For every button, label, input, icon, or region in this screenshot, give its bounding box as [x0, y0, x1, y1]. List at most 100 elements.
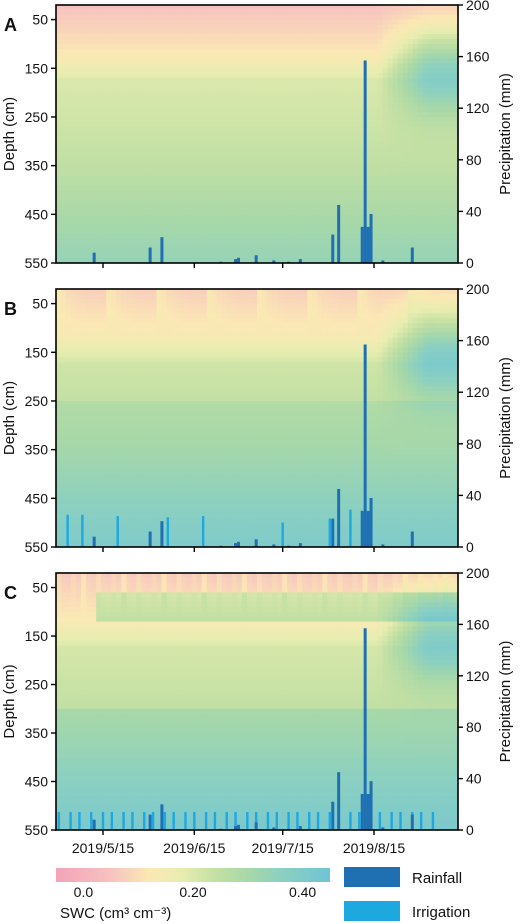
heatmap-cell	[257, 5, 263, 11]
heatmap-cell	[257, 87, 263, 94]
heatmap-cell	[106, 82, 112, 89]
heatmap-cell	[86, 126, 92, 133]
heatmap-cell	[76, 228, 82, 235]
heatmap-cell	[66, 362, 72, 368]
heatmap-cell	[86, 508, 92, 514]
heatmap-cell	[71, 444, 77, 451]
heatmap-cell	[76, 527, 82, 533]
heatmap-cell	[111, 214, 117, 220]
heatmap-cell	[71, 146, 77, 152]
heatmap-cell	[447, 219, 454, 225]
heatmap-cell	[221, 19, 228, 26]
heatmap-cell	[161, 199, 168, 206]
heatmap-cell	[277, 160, 283, 167]
heatmap-cell	[146, 19, 153, 26]
heatmap-cell	[452, 87, 458, 94]
heatmap-cell	[412, 82, 419, 89]
heatmap-cell	[267, 224, 273, 230]
heatmap-cell	[282, 151, 288, 157]
heatmap-cell	[342, 107, 349, 113]
heatmap-cell	[91, 34, 97, 40]
heatmap-cell	[141, 5, 148, 11]
heatmap-cell	[206, 165, 213, 172]
heatmap-cell	[181, 24, 188, 30]
heatmap-cell	[302, 170, 308, 176]
heatmap-cell	[201, 34, 208, 40]
heatmap-cell	[372, 151, 379, 157]
heatmap-cell	[287, 121, 293, 128]
heatmap-cell	[81, 371, 87, 378]
heatmap-cell	[387, 53, 394, 60]
heatmap-cell	[221, 248, 228, 254]
heatmap-cell	[71, 542, 77, 547]
heatmap-cell	[66, 78, 72, 84]
heatmap-cell	[322, 116, 328, 123]
heatmap-cell	[251, 151, 258, 157]
heatmap-cell	[221, 87, 228, 94]
heatmap-cell	[121, 357, 127, 363]
heatmap-cell	[111, 342, 117, 349]
heatmap-cell	[86, 73, 92, 79]
heatmap-cell	[81, 97, 87, 103]
heatmap-cell	[136, 121, 143, 128]
heatmap-cell	[66, 473, 72, 480]
heatmap-cell	[432, 48, 439, 55]
depth-tick-label: 550	[25, 255, 49, 271]
heatmap-cell	[71, 180, 77, 186]
heatmap-cell	[312, 107, 318, 113]
heatmap-cell	[91, 112, 97, 118]
heatmap-cell	[317, 78, 323, 84]
heatmap-cell	[66, 303, 72, 310]
heatmap-cell	[251, 97, 258, 103]
heatmap-cell	[81, 155, 87, 162]
heatmap-cell	[171, 243, 178, 249]
heatmap-cell	[292, 238, 298, 245]
heatmap-cell	[136, 141, 143, 147]
heatmap-cell	[407, 219, 414, 225]
heatmap-cell	[221, 107, 228, 113]
heatmap-cell	[56, 464, 62, 470]
heatmap-cell	[101, 332, 107, 339]
heatmap-cell	[81, 308, 87, 314]
heatmap-cell	[317, 160, 323, 167]
heatmap-cell	[136, 102, 143, 108]
heatmap-cell	[86, 258, 92, 263]
heatmap-cell	[437, 82, 444, 89]
heatmap-cell	[447, 121, 454, 128]
heatmap-cell	[352, 146, 359, 152]
heatmap-cell	[201, 131, 208, 138]
heatmap-cell	[141, 78, 148, 84]
heatmap-cell	[71, 175, 77, 181]
heatmap-cell	[56, 43, 62, 50]
heatmap-cell	[397, 121, 404, 128]
heatmap-cell	[66, 415, 72, 422]
heatmap-cell	[66, 527, 72, 533]
heatmap-cell	[337, 43, 344, 50]
heatmap-cell	[382, 24, 389, 30]
heatmap-cell	[312, 116, 318, 123]
heatmap-cell	[437, 194, 444, 201]
heatmap-cell	[216, 253, 223, 259]
heatmap-cell	[387, 29, 394, 35]
heatmap-cell	[196, 165, 203, 172]
heatmap-cell	[297, 112, 303, 118]
heatmap-cell	[226, 214, 233, 220]
heatmap-cell	[287, 243, 293, 249]
heatmap-cell	[151, 224, 158, 230]
heatmap-cell	[116, 405, 122, 412]
heatmap-cell	[377, 5, 384, 11]
heatmap-cell	[221, 243, 228, 249]
heatmap-cell	[141, 116, 148, 123]
heatmap-cell	[422, 189, 429, 196]
heatmap-cell	[307, 253, 313, 259]
heatmap-cell	[407, 19, 414, 26]
heatmap-cell	[407, 199, 414, 206]
heatmap-cell	[116, 233, 122, 240]
heatmap-cell	[71, 498, 77, 504]
heatmap-cell	[297, 243, 303, 249]
heatmap-cell	[216, 29, 223, 35]
heatmap-cell	[402, 73, 409, 79]
heatmap-cell	[81, 430, 87, 436]
heatmap-cell	[91, 303, 97, 310]
heatmap-cell	[231, 58, 238, 65]
